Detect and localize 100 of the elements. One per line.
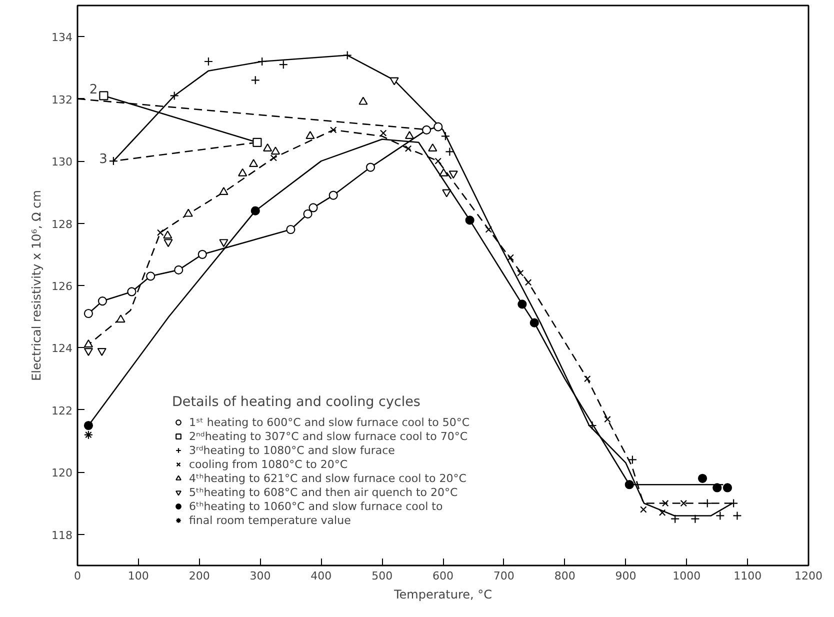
point <box>270 146 280 155</box>
legend-label: 3ʳᵈheating to 1080°C and slow furace <box>189 443 395 457</box>
point <box>146 272 156 281</box>
legend-label: 2ⁿᵈheating to 307°C and slow furnace cool to 70°C <box>189 429 468 443</box>
x-tick-label: 900 <box>615 570 636 582</box>
point <box>250 206 260 216</box>
point <box>640 506 647 513</box>
point <box>465 216 474 225</box>
x-tick-label: 100 <box>128 570 149 582</box>
point <box>380 130 387 136</box>
point <box>390 77 399 86</box>
point <box>263 143 272 152</box>
point <box>716 511 725 520</box>
x-tick-label: 400 <box>310 570 332 582</box>
point <box>428 143 438 152</box>
point <box>184 208 193 217</box>
x-tick-label: 700 <box>493 570 514 582</box>
point <box>516 270 524 276</box>
point <box>219 239 228 248</box>
y-tick-label: 118 <box>52 528 73 542</box>
point <box>712 483 722 492</box>
point <box>434 122 443 132</box>
legend-title: Details of heating and cooling cycles <box>172 394 422 410</box>
point <box>252 138 262 147</box>
legend-label: 4ᵗʰheating to 621°C and slow furnace cool to 20°C <box>189 471 466 485</box>
annotation: 2 <box>89 82 98 98</box>
y-tick-label: 130 <box>52 156 73 169</box>
point <box>434 158 442 164</box>
point <box>238 168 248 176</box>
legend-label: 5ᵗʰheating to 608°C and then air quench to 20°C <box>189 485 458 499</box>
point <box>84 308 94 318</box>
point <box>448 170 458 179</box>
point <box>328 190 338 200</box>
legend-label: final room temperature value <box>189 513 351 527</box>
point <box>518 300 527 309</box>
y-tick-label: 124 <box>52 342 73 356</box>
point <box>164 239 173 248</box>
point <box>198 250 207 259</box>
point <box>507 254 514 261</box>
point <box>485 226 492 233</box>
point <box>308 203 318 212</box>
point <box>306 131 315 140</box>
x-tick-label: 300 <box>250 570 271 582</box>
point <box>722 483 732 492</box>
point <box>732 511 742 520</box>
point <box>84 348 94 356</box>
x-axis-title: Temperature, °C <box>392 588 492 602</box>
y-axis-title: Electrical resistivity x 10⁶, Ω cm <box>30 190 44 381</box>
point <box>366 162 376 172</box>
y-tick-label: 128 <box>52 218 73 231</box>
x-tick-label: 1000 <box>672 570 701 582</box>
point <box>584 375 591 382</box>
point <box>330 126 337 134</box>
point <box>658 509 666 516</box>
point <box>698 474 708 483</box>
point <box>303 209 312 218</box>
point <box>680 500 687 507</box>
point <box>219 187 228 196</box>
legend-label: 1ˢᵗ heating to 600°C and slow furnace cool to 50°C <box>189 415 470 429</box>
point <box>84 420 94 430</box>
point <box>404 131 414 140</box>
x-tick-label: 200 <box>188 570 210 582</box>
point <box>530 318 539 328</box>
x-tick-label: 600 <box>432 570 454 582</box>
y-tick-label: 122 <box>52 404 73 418</box>
annotation: 3 <box>99 152 108 168</box>
point <box>127 287 136 296</box>
point <box>270 154 278 162</box>
point <box>358 96 368 105</box>
point <box>524 279 532 286</box>
point <box>97 348 106 356</box>
point <box>84 430 94 440</box>
point <box>250 76 260 85</box>
point <box>249 159 258 168</box>
point <box>286 224 296 234</box>
x-tick-label: 1100 <box>734 570 762 582</box>
x-tick-label: 0 <box>74 570 81 582</box>
point <box>278 60 288 70</box>
point <box>422 125 432 134</box>
point <box>439 168 448 176</box>
y-tick-label: 134 <box>52 31 73 44</box>
point <box>116 314 126 323</box>
y-tick-label: 132 <box>52 93 73 106</box>
x-tick-label: 500 <box>372 570 393 582</box>
point <box>98 296 108 306</box>
point <box>99 91 108 100</box>
y-tick-label: 126 <box>52 280 73 293</box>
point <box>624 480 634 490</box>
legend-label: cooling from 1080°C to 20°C <box>189 457 348 471</box>
point <box>84 339 94 348</box>
point <box>163 230 172 239</box>
legend-label: 6ᵗʰheating to 1060°C and slow furnace cool to <box>189 499 443 513</box>
x-tick-label: 800 <box>554 570 576 582</box>
x-tick-label: 1200 <box>794 570 823 582</box>
point <box>404 145 412 152</box>
point <box>156 229 164 236</box>
point <box>662 500 669 507</box>
point <box>604 416 611 423</box>
y-tick-label: 120 <box>52 466 73 480</box>
point <box>442 189 452 198</box>
